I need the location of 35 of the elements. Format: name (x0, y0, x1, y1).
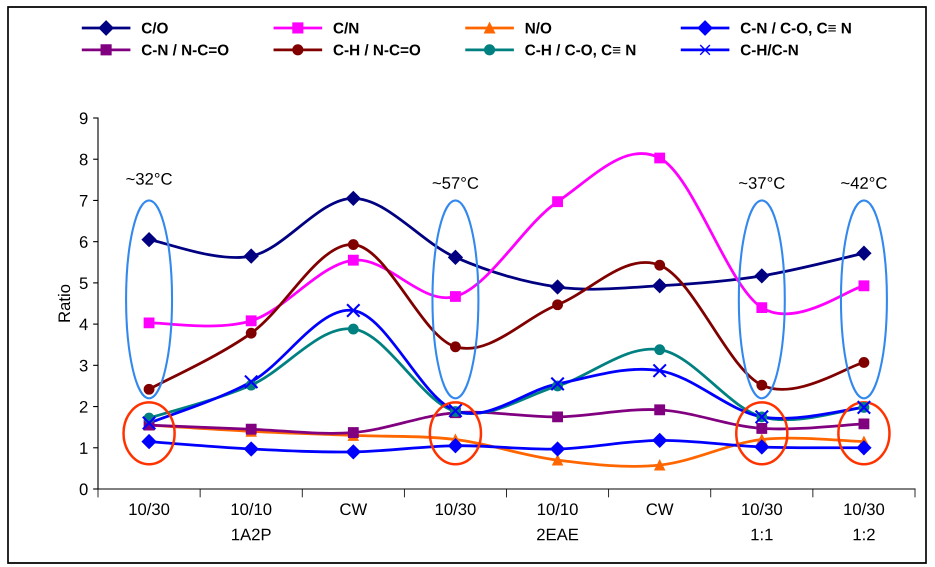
legend-label: C-N / C-O, C≡ N (740, 22, 851, 36)
legend-label: C/N (334, 22, 358, 34)
legend-label: C-H / C-O, C≡ N (525, 44, 636, 58)
text: 1:2 (854, 528, 875, 540)
text: 1:1 (752, 528, 773, 540)
legend-label: C-H / N-C=O (334, 44, 420, 56)
annotation: ~57°C (432, 177, 478, 189)
text: 2EAE (537, 528, 578, 540)
x-tick-label: CW (646, 503, 674, 516)
y-tick-label: 9 (80, 112, 88, 124)
annotation: ~42°C (841, 177, 887, 189)
x-tick-label: 10/10 (538, 502, 578, 516)
y-tick-label: 7 (80, 195, 88, 206)
legend-label: C/O (142, 22, 168, 34)
x-tick-label: 10/30 (742, 502, 782, 516)
y-tick-label: 5 (80, 277, 88, 290)
y-tick-label: 6 (80, 236, 88, 248)
text: 1A2P (232, 528, 271, 540)
annotation: ~32°C (126, 172, 172, 185)
y-tick-label: 3 (80, 360, 88, 372)
x-tick-label: 10/30 (844, 502, 884, 516)
annotation: ~37°C (739, 177, 785, 189)
x-tick-label: CW (340, 503, 368, 516)
y-tick-label: 1 (80, 442, 88, 454)
y-axis-title: Ratio (58, 284, 70, 322)
x-tick-label: 10/30 (129, 502, 170, 516)
legend-label: C-N / N-C=O (142, 44, 228, 56)
y-tick-label: 0 (80, 483, 88, 496)
y-tick-label: 8 (80, 154, 88, 166)
x-tick-label: 10/30 (436, 502, 476, 516)
legend-label: N/O (526, 22, 552, 34)
y-tick-label: 2 (80, 400, 88, 413)
x-tick-label: 10/10 (232, 502, 272, 516)
y-tick-label: 4 (79, 318, 88, 330)
legend-label: C-H/C-N (740, 44, 798, 56)
